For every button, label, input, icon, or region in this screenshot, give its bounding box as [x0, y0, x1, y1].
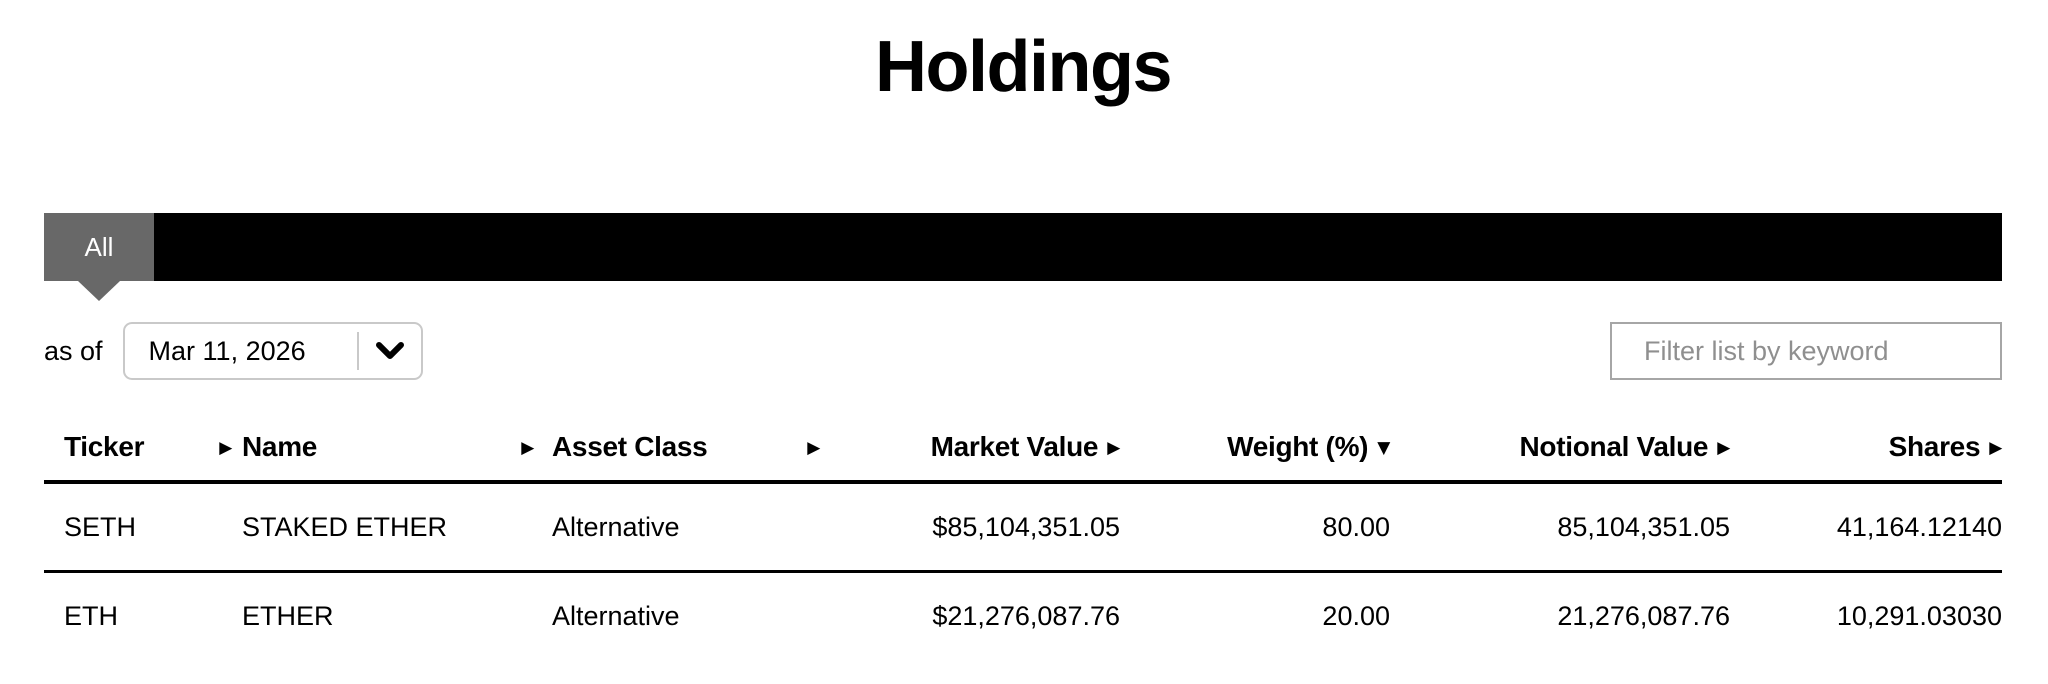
- column-label-notional_value: Notional Value: [1519, 431, 1709, 462]
- tab-all-label: All: [84, 231, 114, 262]
- sort-desc-icon: ▼: [1377, 438, 1390, 458]
- column-header-asset_class[interactable]: Asset Class ▶: [540, 414, 826, 484]
- cell-shares: 41,164.12140: [1730, 482, 2002, 573]
- column-label-shares: Shares: [1888, 431, 1981, 462]
- sort-icon: ▶: [219, 438, 232, 458]
- column-label-market_value: Market Value: [930, 431, 1099, 462]
- column-label-weight_pct: Weight (%): [1227, 431, 1369, 462]
- cell-name: STAKED ETHER: [230, 482, 540, 573]
- column-header-shares[interactable]: Shares ▶: [1730, 414, 2002, 484]
- sort-icon: ▶: [1989, 438, 2002, 458]
- chevron-down-icon: [359, 342, 421, 360]
- cell-weight_pct: 20.00: [1322, 600, 1390, 631]
- cell-shares: 10,291.03030: [1836, 600, 2002, 631]
- column-header-notional_value[interactable]: Notional Value ▶: [1390, 414, 1730, 484]
- sort-icon: ▶: [807, 438, 820, 458]
- sort-icon: ▶: [1717, 438, 1730, 458]
- sort-icon: ▶: [1107, 438, 1120, 458]
- as-of-group: as of Mar 11, 2026: [44, 322, 423, 380]
- holdings-page: Holdings All as of Mar 11, 2026: [44, 27, 2002, 659]
- tab-all[interactable]: All: [44, 213, 154, 301]
- cell-ticker: ETH: [64, 600, 118, 631]
- cell-asset_class: Alternative: [552, 600, 680, 631]
- holdings-table: Ticker ▶ Name ▶ Asset Class ▶ Market Value ▶ Wei…: [44, 414, 2002, 659]
- table-controls: as of Mar 11, 2026: [44, 322, 2002, 380]
- as-of-label: as of: [44, 335, 103, 366]
- cell-notional_value: 85,104,351.05: [1390, 482, 1730, 573]
- date-select[interactable]: Mar 11, 2026: [122, 322, 423, 380]
- cell-ticker: SETH: [44, 482, 230, 573]
- tab-bar: All: [44, 213, 2002, 301]
- filter-input[interactable]: [1610, 322, 2002, 380]
- cell-notional_value: 21,276,087.76: [1557, 600, 1730, 631]
- sort-icon: ▶: [521, 438, 534, 458]
- column-label-asset_class: Asset Class: [552, 431, 708, 462]
- column-header-ticker[interactable]: Ticker ▶: [44, 414, 232, 484]
- cell-market_value: $85,104,351.05: [826, 482, 1120, 573]
- cell-weight_pct: 80.00: [1120, 482, 1390, 573]
- cell-market_value: $21,276,087.76: [932, 600, 1120, 631]
- date-select-value: Mar 11, 2026: [148, 335, 306, 366]
- date-select-divider: [356, 332, 359, 370]
- active-tab-pointer-icon: [78, 281, 120, 301]
- page-title: Holdings: [875, 27, 1172, 107]
- table-row: SETH STAKED ETHER Alternative $85,104,351.0…: [44, 482, 2002, 573]
- column-header-name[interactable]: Name ▶: [230, 414, 540, 484]
- cell-asset_class: Alternative: [540, 482, 826, 573]
- table-header-row: Ticker ▶ Name ▶ Asset Class ▶ Market Value ▶ Wei…: [44, 414, 2002, 484]
- column-header-weight_pct[interactable]: Weight (%) ▼: [1120, 414, 1390, 484]
- cell-name: ETHER: [242, 600, 334, 631]
- column-label-ticker: Ticker: [64, 431, 145, 462]
- table-row: ETH ETHER Alternative $21,276,087.76 20.00 21…: [44, 572, 2002, 660]
- column-header-market_value[interactable]: Market Value ▶: [826, 414, 1120, 484]
- column-label-name: Name: [242, 431, 318, 462]
